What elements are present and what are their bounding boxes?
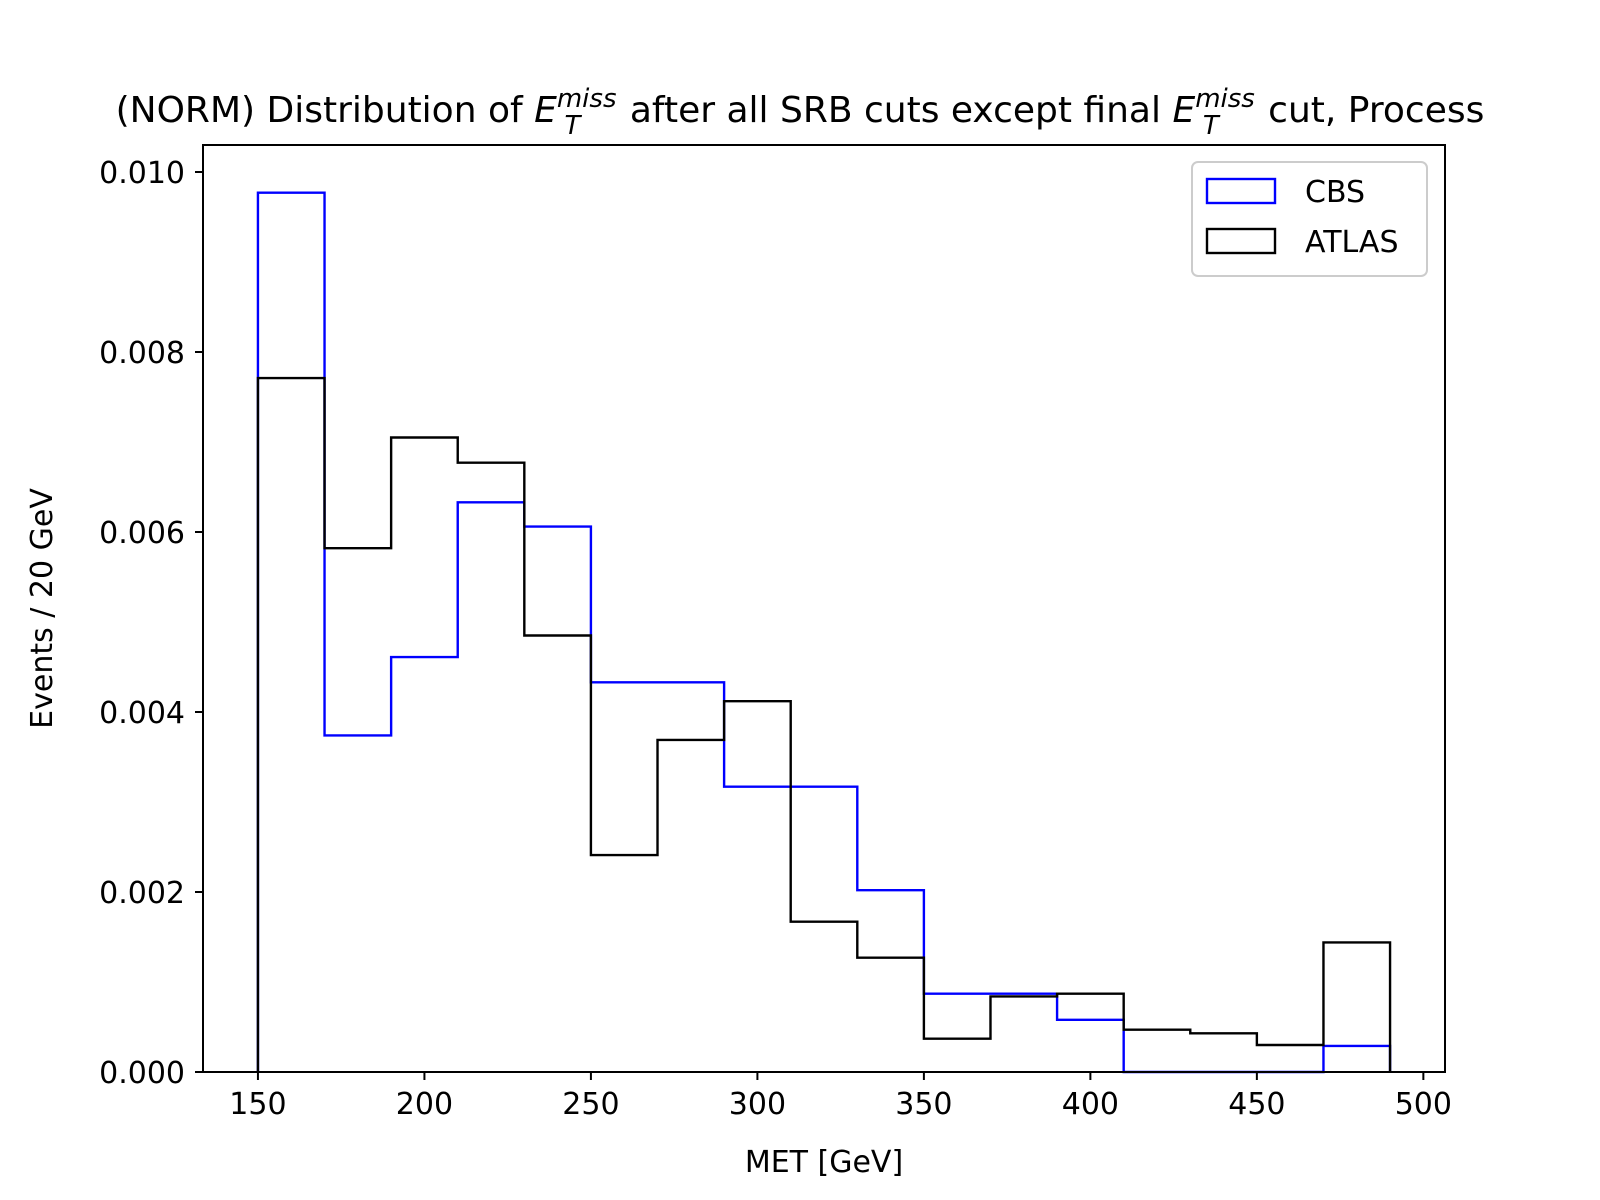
legend-swatch-cbs xyxy=(1205,177,1277,205)
y-tick-label: 0.004 xyxy=(99,696,185,731)
y-tick-label: 0.000 xyxy=(99,1056,185,1091)
x-axis: 150 200 250 300 350 400 450 500 xyxy=(229,1072,1452,1122)
y-tick-label: 0.008 xyxy=(99,336,185,371)
met-symbol-sup-1: miss xyxy=(557,84,617,114)
met-symbol-sup-2: miss xyxy=(1195,84,1255,114)
legend-label-atlas: ATLAS xyxy=(1305,225,1399,260)
legend-box xyxy=(1191,161,1428,277)
legend-swatch-atlas xyxy=(1205,227,1277,255)
met-symbol-sub-2: T xyxy=(1203,111,1221,141)
met-symbol-base-2: E xyxy=(1172,90,1195,131)
title-prefix: (NORM) Distribution of xyxy=(116,90,534,131)
legend-label-cbs: CBS xyxy=(1305,175,1365,210)
title-middle: after all SRB cuts except final xyxy=(618,90,1172,131)
y-axis: 0.000 0.002 0.004 0.006 0.008 0.010 xyxy=(99,156,203,1091)
plot-frame xyxy=(202,144,1446,1073)
met-symbol-sub-1: T xyxy=(565,111,583,141)
legend: CBS ATLAS xyxy=(1191,161,1428,277)
x-tick-label: 400 xyxy=(1062,1087,1119,1122)
y-tick-label: 0.010 xyxy=(99,156,185,191)
x-tick-label: 450 xyxy=(1228,1087,1285,1122)
y-axis-label: Events / 20 GeV xyxy=(25,488,60,729)
x-tick-label: 350 xyxy=(895,1087,952,1122)
x-tick-label: 250 xyxy=(562,1087,619,1122)
x-tick-label: 200 xyxy=(396,1087,453,1122)
met-symbol-base-1: E xyxy=(534,90,557,131)
histogram-series-atlas xyxy=(256,376,1392,1072)
x-tick-label: 150 xyxy=(229,1087,286,1122)
y-tick-label: 0.006 xyxy=(99,516,185,551)
series-layer xyxy=(256,191,1392,1074)
y-tick-label: 0.002 xyxy=(99,876,185,911)
title-suffix: cut, Process xyxy=(1257,90,1485,131)
histogram-series-cbs xyxy=(256,191,1392,1074)
x-tick-label: 500 xyxy=(1395,1087,1452,1122)
x-tick-label: 300 xyxy=(729,1087,786,1122)
x-axis-label: MET [GeV] xyxy=(745,1145,903,1180)
